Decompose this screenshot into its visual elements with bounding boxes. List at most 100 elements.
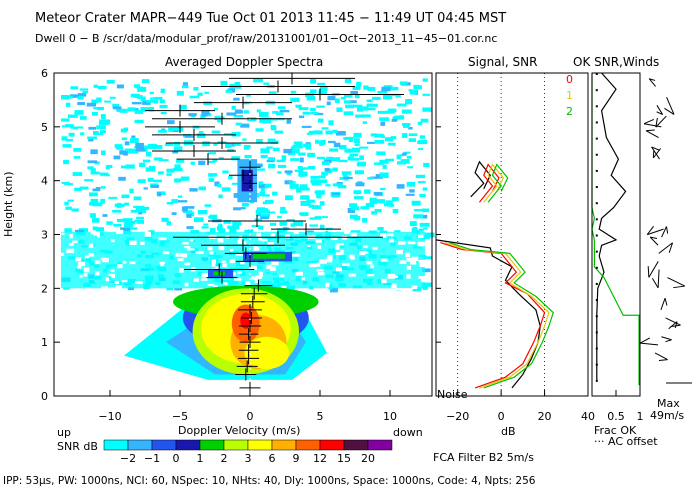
colorbar-swatch — [343, 439, 369, 451]
band-gap — [95, 271, 100, 276]
signal-xlabel: dB — [501, 425, 516, 438]
noise-speck — [354, 170, 365, 175]
band-gap — [407, 241, 416, 245]
band-gap — [184, 245, 191, 249]
noise-speck — [413, 209, 424, 212]
wind-barb — [658, 242, 673, 254]
noise-speck — [354, 196, 364, 200]
noise-speck — [332, 129, 338, 134]
noise-speck — [190, 161, 195, 165]
noise-speck — [337, 185, 347, 189]
ac-offset-dot — [595, 266, 598, 269]
noise-speck — [380, 187, 386, 191]
colorbar-swatch — [223, 439, 249, 451]
echo-4km-core — [241, 169, 253, 192]
noise-speck — [390, 136, 397, 140]
noise-speck — [213, 142, 218, 146]
noise-speck — [204, 204, 212, 207]
noise-speck — [277, 106, 286, 109]
footer-params: IPP: 53µs, PW: 1000ns, NCI: 60, NSpec: 1… — [3, 475, 536, 487]
band-gap — [396, 249, 404, 255]
band-gap — [61, 232, 65, 235]
width-bar — [240, 311, 262, 324]
noise-speck — [159, 104, 168, 109]
noise-speck — [231, 182, 241, 185]
header-title: Meteor Crater MAPR−449 Tue Oct 01 2013 1… — [35, 11, 507, 26]
ok-series-frac_ok_snr — [596, 72, 627, 380]
band-gap — [307, 244, 311, 248]
band-gap — [386, 233, 394, 237]
noise-speck — [137, 87, 147, 92]
noise-speck — [223, 220, 231, 224]
band-gap — [182, 242, 189, 245]
noise-speck — [79, 186, 89, 190]
noise-speck — [135, 146, 146, 152]
noise-speck — [318, 90, 327, 95]
noise-speck — [399, 115, 405, 120]
noise-speck — [63, 159, 69, 165]
band-gap — [193, 278, 200, 282]
noise-speck — [91, 99, 99, 104]
noise-speck — [116, 84, 124, 89]
noise-speck — [166, 287, 174, 291]
band-gap — [122, 261, 127, 264]
noise-speck — [247, 229, 254, 233]
noise-speck — [69, 94, 80, 98]
noise-speck — [113, 223, 122, 227]
noise-speck — [114, 203, 125, 207]
band-gap — [129, 240, 137, 246]
band-gap — [108, 273, 115, 277]
noise-speck — [181, 206, 188, 212]
band-gap — [129, 261, 136, 265]
noise-speck — [188, 113, 197, 117]
signal-x-tick-label: −20 — [446, 410, 469, 423]
x-tick-label: 0 — [247, 410, 254, 423]
layer-2p6-core — [252, 253, 285, 259]
noise-speck — [82, 90, 88, 94]
noise-speck — [308, 204, 314, 208]
band-gap — [84, 287, 91, 290]
noise-speck — [362, 217, 368, 223]
x-tick-label: 10 — [383, 410, 397, 423]
down-label: down — [393, 426, 423, 439]
noise-speck — [201, 226, 209, 229]
noise-speck — [208, 178, 215, 182]
noise-speck — [101, 150, 106, 156]
ok-title: OK SNR,Winds — [573, 55, 660, 69]
wind-barb-head — [649, 78, 656, 81]
band-gap — [102, 258, 110, 263]
noise-speck — [261, 194, 270, 197]
noise-speck — [352, 86, 361, 90]
colorbar-swatch — [151, 439, 177, 451]
noise-speck — [70, 86, 79, 90]
noise-speck — [395, 94, 401, 98]
noise-speck — [208, 173, 218, 177]
noise-speck — [140, 107, 146, 112]
noise-speck — [93, 84, 98, 88]
noise-speck — [64, 183, 73, 186]
band-gap — [341, 235, 348, 240]
band-gap — [281, 285, 287, 290]
noise-speck — [319, 86, 328, 91]
band-gap — [190, 239, 194, 242]
band-gap — [105, 277, 110, 282]
noise-speck — [127, 221, 136, 225]
band-gap — [253, 246, 258, 251]
noise-speck — [102, 119, 111, 125]
noise-speck — [392, 197, 399, 202]
band-gap — [315, 239, 322, 243]
noise-speck — [227, 148, 235, 152]
band-gap — [140, 241, 145, 245]
noise-speck — [71, 208, 79, 212]
noise-speck — [298, 107, 309, 111]
noise-speck — [137, 210, 147, 214]
noise-speck — [92, 217, 100, 223]
noise-speck — [122, 218, 133, 223]
noise-speck — [332, 183, 343, 187]
noise-speck — [189, 188, 198, 192]
noise-speck — [120, 165, 130, 169]
colorbar-tick-label: 9 — [293, 452, 300, 465]
noise-speck — [422, 187, 428, 191]
noise-speck — [235, 122, 242, 126]
noise-speck — [423, 227, 428, 230]
